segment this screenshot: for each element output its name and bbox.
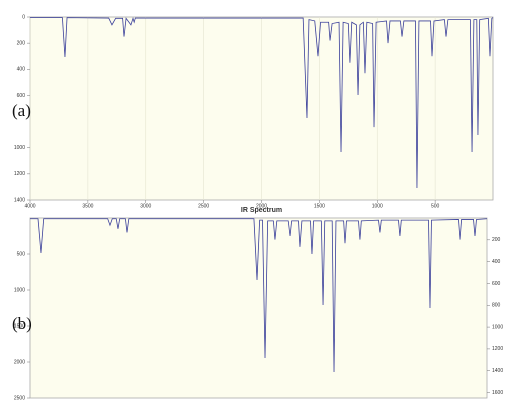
y2-tick-label: 200 (492, 237, 501, 243)
x-tick-label: 2000 (256, 203, 267, 209)
y-tick-label: 1200 (14, 171, 25, 177)
x-tick-label: 2500 (198, 203, 209, 209)
x-tick-label: 500 (431, 203, 440, 209)
y-tick-label: 0 (22, 14, 25, 20)
y-tick-label: 400 (17, 67, 26, 73)
y2-tick-label: 1200 (492, 346, 503, 352)
y2-tick-label: 400 (492, 259, 501, 265)
y2-tick-label: 1000 (492, 324, 503, 330)
y-tick-label: 200 (17, 40, 26, 46)
chart-title: IR Spectrum (241, 207, 282, 214)
x-tick-label: 3500 (82, 203, 93, 209)
y-tick-label: 600 (17, 93, 26, 99)
y2-tick-label: 1600 (492, 390, 503, 396)
spectrum-line (30, 16, 494, 188)
y-tick-label: 2500 (14, 395, 25, 401)
panel-label: (b) (12, 314, 32, 333)
panel-label: (a) (12, 101, 31, 120)
x-tick-label: 1500 (314, 203, 325, 209)
y2-tick-label: 600 (492, 281, 501, 287)
y-tick-label: 1000 (14, 287, 25, 293)
y-tick-label: 500 (17, 251, 26, 257)
x-tick-label: 1000 (372, 203, 383, 209)
y2-tick-label: 800 (492, 303, 501, 309)
y2-tick-label: 1400 (492, 368, 503, 374)
y-tick-label: 1500 (14, 323, 25, 329)
x-tick-label: 4000 (24, 203, 35, 209)
y-tick-label: 1000 (14, 145, 25, 151)
y-tick-label: 2000 (14, 359, 25, 365)
x-tick-label: 3000 (140, 203, 151, 209)
spectrum-line (30, 218, 488, 373)
y-tick-label: 1400 (14, 197, 25, 203)
